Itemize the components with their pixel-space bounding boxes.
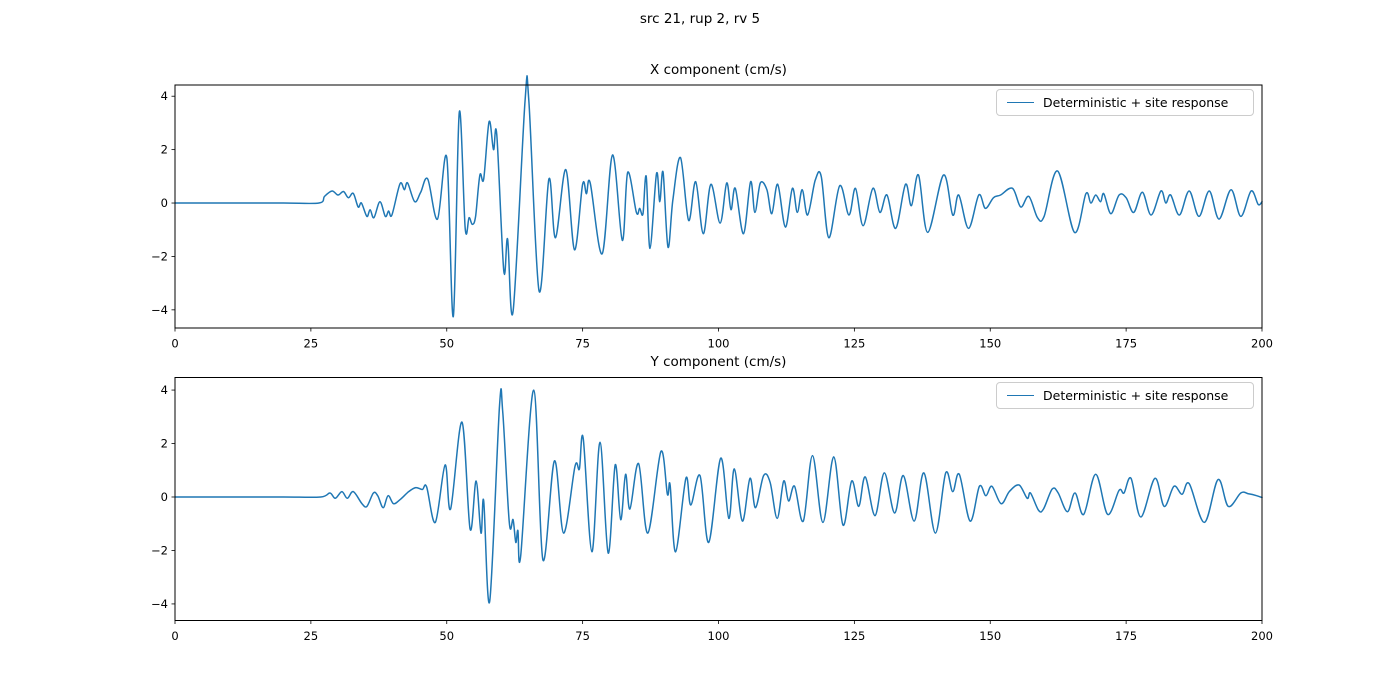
x-tick-label: 0 [171, 337, 178, 351]
x-tick-label: 125 [843, 629, 865, 643]
legend-label: Deterministic + site response [1043, 388, 1229, 403]
x-tick-label: 100 [708, 337, 730, 351]
figure-suptitle: src 21, rup 2, rv 5 [639, 11, 761, 27]
legend-x: Deterministic + site response [996, 89, 1254, 116]
x-tick-label: 0 [171, 629, 178, 643]
y-tick-label: 4 [161, 383, 168, 397]
legend-line-sample-icon [1007, 102, 1034, 103]
y-tick-label: 0 [161, 490, 168, 504]
x-tick-label: 125 [843, 337, 865, 351]
subplot-title-x: X component (cm/s) [650, 62, 787, 78]
y-tick-label: 4 [161, 89, 168, 103]
axes-frame [174, 377, 1263, 621]
x-tick-label: 75 [575, 629, 590, 643]
y-tick-label: −2 [151, 543, 168, 557]
legend-y: Deterministic + site response [996, 382, 1254, 409]
y-tick-label: 2 [161, 437, 168, 451]
x-tick-label: 200 [1251, 337, 1273, 351]
y-tick-label: −2 [151, 249, 168, 263]
waveform-line-x [174, 75, 1263, 318]
y-tick-label: 0 [161, 196, 168, 210]
x-tick-label: 50 [439, 337, 454, 351]
axes-frame [174, 84, 1263, 329]
y-tick-label: 2 [161, 143, 168, 157]
subplot-title-y: Y component (cm/s) [650, 354, 787, 370]
y-tick-label: −4 [151, 303, 168, 317]
legend-line-sample-icon [1007, 395, 1034, 396]
x-tick-label: 175 [1115, 629, 1137, 643]
x-tick-label: 50 [439, 629, 454, 643]
x-tick-label: 25 [304, 629, 319, 643]
x-tick-label: 75 [575, 337, 590, 351]
waveform-line-y [174, 388, 1263, 604]
x-tick-label: 25 [304, 337, 319, 351]
x-tick-label: 150 [979, 337, 1001, 351]
x-tick-label: 150 [979, 629, 1001, 643]
x-tick-label: 200 [1251, 629, 1273, 643]
y-tick-label: −4 [151, 597, 168, 611]
x-tick-label: 100 [708, 629, 730, 643]
x-tick-label: 175 [1115, 337, 1137, 351]
legend-label: Deterministic + site response [1043, 95, 1229, 110]
